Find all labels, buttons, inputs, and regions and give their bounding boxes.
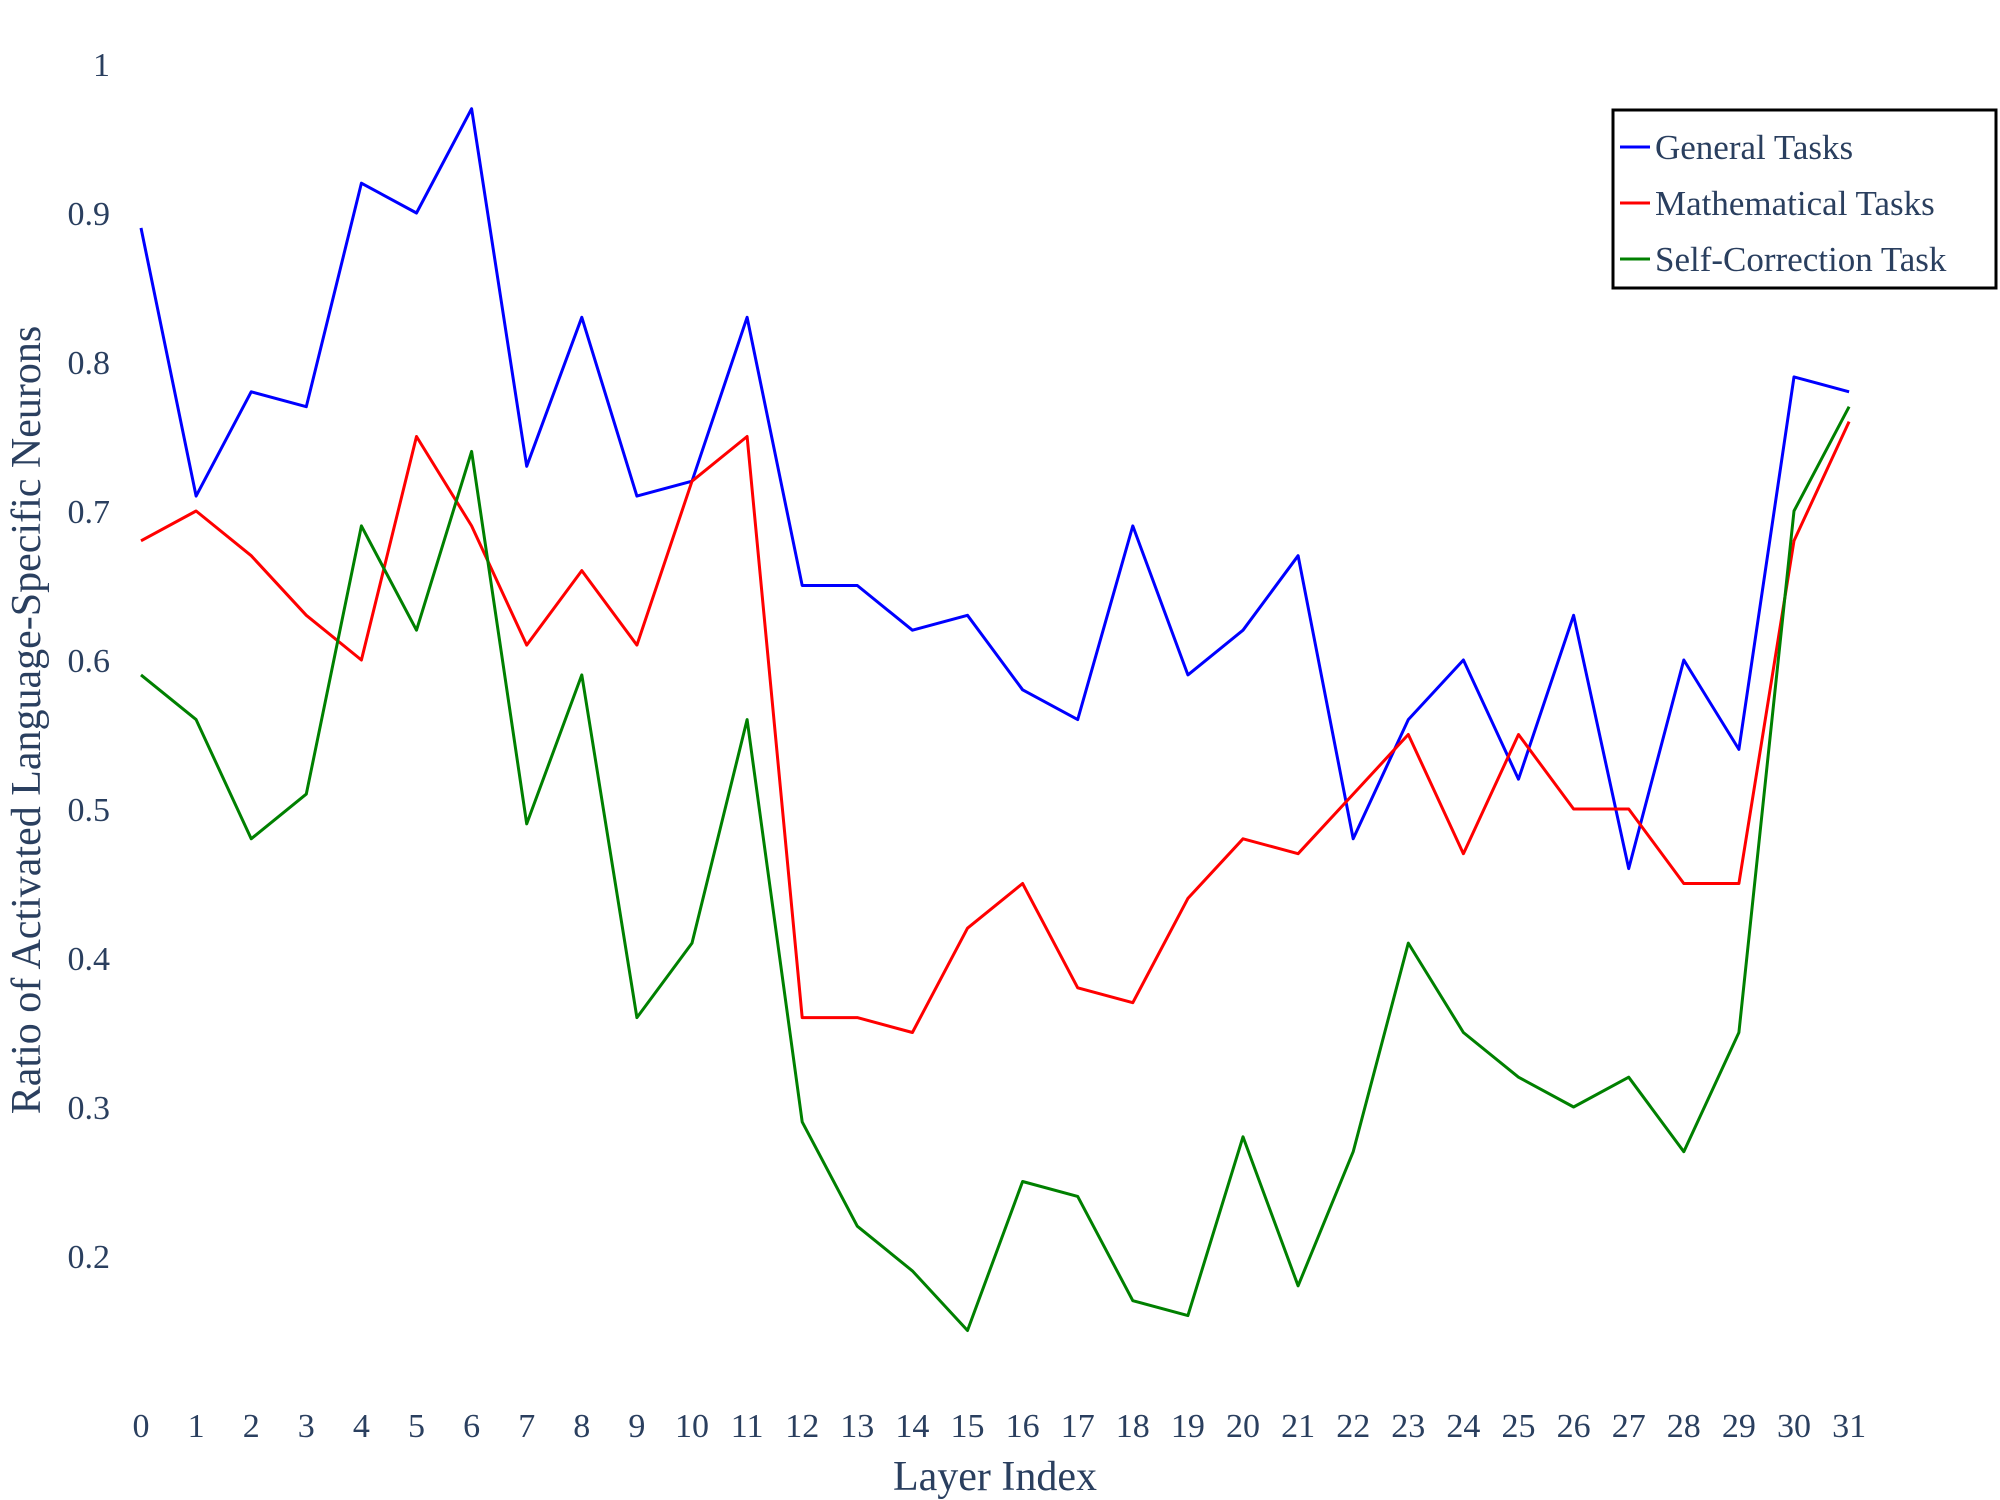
- x-tick-label: 23: [1391, 1408, 1425, 1445]
- y-axis-title: Ratio of Activated Language-Specific Neu…: [4, 326, 50, 1114]
- x-tick-label: 25: [1502, 1408, 1536, 1445]
- x-tick-label: 30: [1777, 1408, 1811, 1445]
- x-tick-label: 14: [895, 1408, 929, 1445]
- legend-box: [1611, 108, 1998, 290]
- x-tick-label: 6: [463, 1408, 480, 1445]
- legend: General Tasks Mathematical Tasks Self-Corr…: [1611, 108, 1998, 290]
- x-tick-label: 2: [243, 1408, 260, 1445]
- x-tick-label: 31: [1832, 1408, 1866, 1445]
- x-tick-label: 4: [353, 1408, 370, 1445]
- y-tick-label: 0.9: [68, 196, 111, 233]
- legend-label-3: Self-Correction Task: [1655, 240, 1947, 279]
- x-tick-label: 0: [133, 1408, 150, 1445]
- x-tick-label: 9: [628, 1408, 645, 1445]
- x-tick-label: 28: [1667, 1408, 1701, 1445]
- x-tick-label: 5: [408, 1408, 425, 1445]
- legend-label-1: General Tasks: [1655, 128, 1853, 167]
- x-tick-label: 18: [1116, 1408, 1150, 1445]
- y-tick-label: 1: [93, 47, 110, 84]
- x-tick-label: 16: [1006, 1408, 1040, 1445]
- x-tick-label: 26: [1557, 1408, 1591, 1445]
- x-tick-label: 17: [1061, 1408, 1095, 1445]
- y-tick-label: 0.6: [68, 643, 111, 680]
- x-tick-label: 1: [188, 1408, 205, 1445]
- x-tick-label: 22: [1336, 1408, 1370, 1445]
- x-axis-ticks: 0 1 2 3 4 5 6 7 8 9 10 11 12 13 14 15 16 17 18 19 20 21 22 23 24…: [133, 1408, 1867, 1445]
- x-tick-label: 24: [1446, 1408, 1480, 1445]
- y-tick-label: 0.7: [68, 494, 111, 531]
- x-tick-label: 21: [1281, 1408, 1315, 1445]
- series-line-1: [139, 107, 1850, 871]
- x-tick-label: 8: [573, 1408, 590, 1445]
- x-tick-label: 15: [951, 1408, 985, 1445]
- legend-label-2: Mathematical Tasks: [1655, 184, 1935, 223]
- y-tick-label: 0.4: [68, 941, 111, 978]
- x-tick-label: 27: [1612, 1408, 1646, 1445]
- series-line-3: [140, 405, 1851, 1332]
- x-tick-label: 3: [298, 1408, 315, 1445]
- y-tick-label: 0.8: [68, 345, 111, 382]
- x-tick-label: 10: [675, 1408, 709, 1445]
- x-tick-label: 20: [1226, 1408, 1260, 1445]
- y-tick-label: 0.2: [68, 1239, 111, 1276]
- x-tick-label: 29: [1722, 1408, 1756, 1445]
- x-tick-label: 11: [731, 1408, 764, 1445]
- y-tick-label: 0.3: [68, 1090, 111, 1127]
- y-axis-ticks: 0.2 0.3 0.4 0.5 0.6 0.7 0.8 0.9 1: [68, 47, 111, 1276]
- x-tick-label: 12: [785, 1408, 819, 1445]
- series-line-2: [140, 420, 1851, 1034]
- x-tick-label: 19: [1171, 1408, 1205, 1445]
- x-tick-label: 7: [518, 1408, 535, 1445]
- series-lines: [139, 107, 1851, 1332]
- x-axis-title: Layer Index: [893, 1454, 1097, 1500]
- y-tick-label: 0.5: [68, 792, 111, 829]
- x-tick-label: 13: [840, 1408, 874, 1445]
